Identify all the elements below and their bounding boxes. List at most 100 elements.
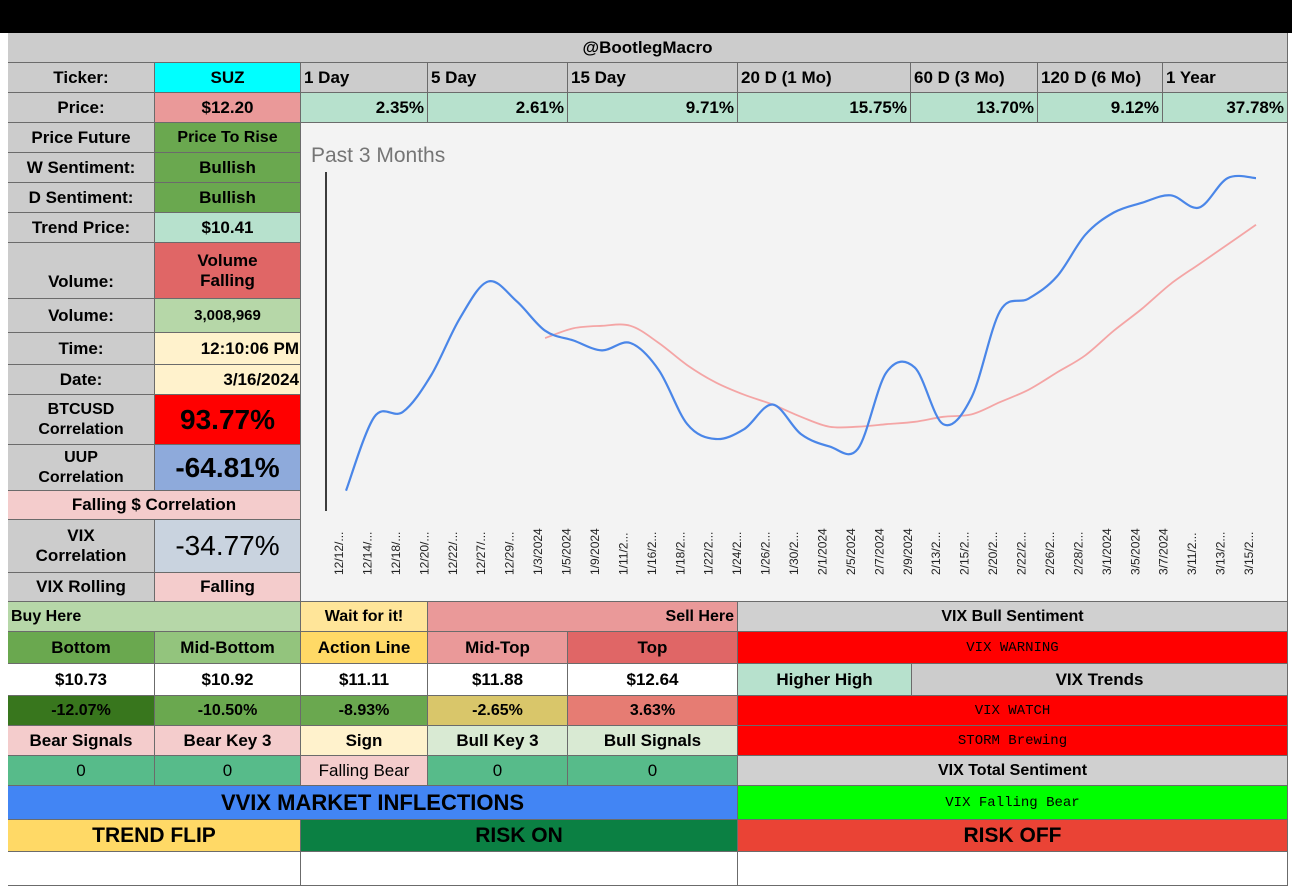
period-60-day[interactable]: 60 D (3 Mo) bbox=[911, 63, 1038, 93]
date-value[interactable]: 3/16/2024 bbox=[155, 365, 301, 395]
time-value[interactable]: 12:10:06 PM bbox=[155, 333, 301, 365]
bull-signals-value[interactable]: 0 bbox=[568, 756, 738, 786]
higher-high[interactable]: Higher High bbox=[738, 664, 912, 696]
spreadsheet: @BootlegMacro Ticker: SUZ 1 Day 5 Day 15… bbox=[8, 33, 1288, 888]
btcusd-correlation-label[interactable]: BTCUSD Correlation bbox=[8, 395, 155, 445]
vix-watch[interactable]: VIX WATCH bbox=[738, 696, 1288, 726]
level-mid-top-price[interactable]: $11.88 bbox=[428, 664, 568, 696]
level-mid-bottom-pct[interactable]: -10.50% bbox=[155, 696, 301, 726]
period-1-day[interactable]: 1 Day bbox=[301, 63, 428, 93]
bear-signals-value[interactable]: 0 bbox=[8, 756, 155, 786]
period-120-day[interactable]: 120 D (6 Mo) bbox=[1038, 63, 1163, 93]
price-future-value[interactable]: Price To Rise bbox=[155, 123, 301, 153]
change-1-day[interactable]: 2.35% bbox=[301, 93, 428, 123]
window-top-bar bbox=[0, 0, 1292, 33]
wait-for-it-label[interactable]: Wait for it! bbox=[301, 602, 428, 632]
level-top-name[interactable]: Top bbox=[568, 632, 738, 664]
price-label[interactable]: Price: bbox=[8, 93, 155, 123]
btcusd-correlation-value[interactable]: 93.77% bbox=[155, 395, 301, 445]
change-5-day[interactable]: 2.61% bbox=[428, 93, 568, 123]
level-mid-top-name[interactable]: Mid-Top bbox=[428, 632, 568, 664]
volume-trend-label[interactable]: Volume: bbox=[8, 243, 155, 299]
x-tick-label: 3/11/2... bbox=[1185, 533, 1199, 575]
x-tick-label: 2/15/2... bbox=[958, 532, 972, 575]
level-top-price[interactable]: $12.64 bbox=[568, 664, 738, 696]
header-title[interactable]: @BootlegMacro bbox=[8, 33, 1288, 63]
volume-label[interactable]: Volume: bbox=[8, 299, 155, 333]
bear-key-3-value[interactable]: 0 bbox=[155, 756, 301, 786]
x-tick-label: 2/5/2024 bbox=[844, 528, 858, 575]
trend-flip[interactable]: TREND FLIP bbox=[8, 820, 301, 852]
ticker-symbol[interactable]: SUZ bbox=[155, 63, 301, 93]
risk-off[interactable]: RISK OFF bbox=[738, 820, 1288, 852]
level-mid-bottom-name[interactable]: Mid-Bottom bbox=[155, 632, 301, 664]
uup-correlation-value[interactable]: -64.81% bbox=[155, 445, 301, 491]
sign-header[interactable]: Sign bbox=[301, 726, 428, 756]
volume-trend-value[interactable]: Volume Falling bbox=[155, 243, 301, 299]
x-tick-label: 12/12/... bbox=[332, 532, 346, 575]
time-label[interactable]: Time: bbox=[8, 333, 155, 365]
volume-value[interactable]: 3,008,969 bbox=[155, 299, 301, 333]
level-bottom-pct[interactable]: -12.07% bbox=[8, 696, 155, 726]
change-15-day[interactable]: 9.71% bbox=[568, 93, 738, 123]
bull-signals-header[interactable]: Bull Signals bbox=[568, 726, 738, 756]
risk-on[interactable]: RISK ON bbox=[301, 820, 738, 852]
change-20-day[interactable]: 15.75% bbox=[738, 93, 911, 123]
w-sentiment-value[interactable]: Bullish bbox=[155, 153, 301, 183]
trend-price-value[interactable]: $10.41 bbox=[155, 213, 301, 243]
vix-warning[interactable]: VIX WARNING bbox=[738, 632, 1288, 664]
w-sentiment-label[interactable]: W Sentiment: bbox=[8, 153, 155, 183]
level-bottom-name[interactable]: Bottom bbox=[8, 632, 155, 664]
trend-flip-empty-cell[interactable] bbox=[8, 852, 301, 886]
vix-bull-sentiment[interactable]: VIX Bull Sentiment bbox=[738, 602, 1288, 632]
vix-correlation-label[interactable]: VIX Correlation bbox=[8, 520, 155, 573]
x-tick-label: 2/26/2... bbox=[1043, 532, 1057, 575]
price-value[interactable]: $12.20 bbox=[155, 93, 301, 123]
buy-here-label[interactable]: Buy Here bbox=[8, 602, 301, 632]
level-action-line-name[interactable]: Action Line bbox=[301, 632, 428, 664]
vix-rolling-label[interactable]: VIX Rolling bbox=[8, 573, 155, 602]
level-top-pct[interactable]: 3.63% bbox=[568, 696, 738, 726]
period-1-year[interactable]: 1 Year bbox=[1163, 63, 1288, 93]
trend-price-label[interactable]: Trend Price: bbox=[8, 213, 155, 243]
storm-brewing[interactable]: STORM Brewing bbox=[738, 726, 1288, 756]
d-sentiment-label[interactable]: D Sentiment: bbox=[8, 183, 155, 213]
vix-rolling-value[interactable]: Falling bbox=[155, 573, 301, 602]
change-1-year[interactable]: 37.78% bbox=[1163, 93, 1288, 123]
x-tick-label: 1/9/2024 bbox=[588, 528, 602, 575]
level-bottom-price[interactable]: $10.73 bbox=[8, 664, 155, 696]
falling-dollar-correlation[interactable]: Falling $ Correlation bbox=[8, 491, 301, 520]
uup-correlation-label[interactable]: UUP Correlation bbox=[8, 445, 155, 491]
change-120-day[interactable]: 9.12% bbox=[1038, 93, 1163, 123]
level-mid-bottom-price[interactable]: $10.92 bbox=[155, 664, 301, 696]
bull-key-3-value[interactable]: 0 bbox=[428, 756, 568, 786]
bear-signals-header[interactable]: Bear Signals bbox=[8, 726, 155, 756]
period-5-day[interactable]: 5 Day bbox=[428, 63, 568, 93]
vix-trends[interactable]: VIX Trends bbox=[912, 664, 1288, 696]
date-label[interactable]: Date: bbox=[8, 365, 155, 395]
bear-key-3-header[interactable]: Bear Key 3 bbox=[155, 726, 301, 756]
sign-value[interactable]: Falling Bear bbox=[301, 756, 428, 786]
risk-on-empty-cell[interactable] bbox=[301, 852, 738, 886]
d-sentiment-value[interactable]: Bullish bbox=[155, 183, 301, 213]
vvix-market-inflections[interactable]: VVIX MARKET INFLECTIONS bbox=[8, 786, 738, 820]
x-tick-label: 2/22/2... bbox=[1015, 532, 1029, 575]
price-line bbox=[344, 174, 1257, 492]
sell-here-label[interactable]: Sell Here bbox=[428, 602, 738, 632]
price-future-label[interactable]: Price Future bbox=[8, 123, 155, 153]
level-action-line-price[interactable]: $11.11 bbox=[301, 664, 428, 696]
vix-correlation-value[interactable]: -34.77% bbox=[155, 520, 301, 573]
ticker-label[interactable]: Ticker: bbox=[8, 63, 155, 93]
change-60-day[interactable]: 13.70% bbox=[911, 93, 1038, 123]
x-tick-label: 1/30/2... bbox=[787, 532, 801, 575]
level-mid-top-pct[interactable]: -2.65% bbox=[428, 696, 568, 726]
risk-off-empty-cell[interactable] bbox=[738, 852, 1288, 886]
vix-falling-bear[interactable]: VIX Falling Bear bbox=[738, 786, 1288, 820]
period-20-day[interactable]: 20 D (1 Mo) bbox=[738, 63, 911, 93]
vix-total-sentiment[interactable]: VIX Total Sentiment bbox=[738, 756, 1288, 786]
bull-key-3-header[interactable]: Bull Key 3 bbox=[428, 726, 568, 756]
period-15-day[interactable]: 15 Day bbox=[568, 63, 738, 93]
x-tick-label: 1/18/2... bbox=[673, 532, 687, 575]
x-tick-label: 3/15/2... bbox=[1242, 532, 1256, 575]
level-action-line-pct[interactable]: -8.93% bbox=[301, 696, 428, 726]
